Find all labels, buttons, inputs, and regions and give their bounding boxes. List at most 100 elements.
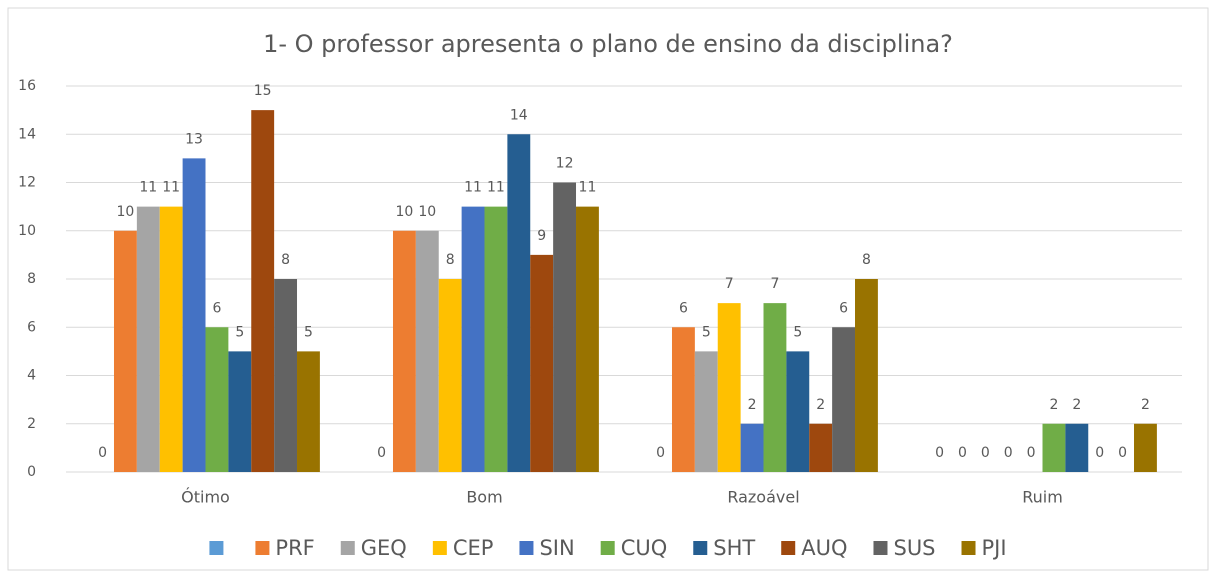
legend-swatch bbox=[961, 541, 976, 555]
bar bbox=[530, 254, 554, 472]
bar bbox=[855, 279, 878, 472]
data-label: 12 bbox=[556, 156, 574, 172]
data-label: 5 bbox=[702, 324, 711, 340]
bar bbox=[438, 279, 462, 472]
bar bbox=[205, 327, 229, 472]
legend-label: CUQ bbox=[621, 536, 668, 560]
data-label: 11 bbox=[162, 180, 180, 196]
legend-swatch bbox=[873, 541, 888, 555]
y-tick-label: 6 bbox=[27, 319, 36, 335]
legend-swatch bbox=[600, 541, 615, 555]
data-label: 2 bbox=[748, 397, 757, 413]
data-label: 6 bbox=[212, 300, 221, 316]
y-tick-label: 12 bbox=[18, 175, 36, 191]
bar bbox=[136, 206, 160, 472]
data-label: 5 bbox=[235, 324, 244, 340]
y-tick-label: 2 bbox=[27, 416, 36, 432]
bar bbox=[113, 230, 137, 472]
bar bbox=[228, 351, 252, 472]
legend-swatch bbox=[255, 541, 270, 555]
bar bbox=[461, 206, 485, 472]
legend-label: AUQ bbox=[801, 536, 847, 560]
y-tick-label: 16 bbox=[18, 78, 36, 94]
legend-label: PJI bbox=[982, 536, 1007, 560]
bar bbox=[251, 110, 275, 472]
data-label: 0 bbox=[935, 445, 944, 461]
data-label: 10 bbox=[396, 204, 414, 220]
data-label: 0 bbox=[656, 445, 665, 461]
bar bbox=[809, 423, 833, 472]
chart-title: 1- O professor apresenta o plano de ensi… bbox=[263, 30, 953, 58]
bar bbox=[415, 230, 439, 472]
legend-swatch bbox=[209, 541, 224, 555]
y-tick-label: 10 bbox=[18, 223, 36, 239]
bar bbox=[392, 230, 416, 472]
legend-swatch bbox=[781, 541, 796, 555]
legend-label: PRF bbox=[275, 536, 314, 560]
data-label: 0 bbox=[1095, 445, 1104, 461]
data-label: 11 bbox=[139, 180, 157, 196]
data-label: 10 bbox=[418, 204, 436, 220]
legend-label: GEQ bbox=[361, 536, 407, 560]
data-label: 9 bbox=[537, 228, 546, 244]
bar bbox=[484, 206, 508, 472]
data-label: 0 bbox=[98, 445, 107, 461]
y-tick-label: 14 bbox=[18, 126, 36, 142]
bar bbox=[717, 303, 741, 472]
bar bbox=[740, 423, 764, 472]
bar bbox=[507, 134, 531, 472]
bar bbox=[694, 351, 718, 472]
y-tick-label: 4 bbox=[27, 368, 36, 384]
x-tick-label: Razoável bbox=[727, 488, 799, 507]
x-tick-label: Bom bbox=[466, 488, 502, 507]
data-label: 8 bbox=[281, 252, 290, 268]
bar bbox=[1134, 423, 1157, 472]
data-label: 2 bbox=[1049, 397, 1058, 413]
data-label: 11 bbox=[579, 180, 597, 196]
data-label: 6 bbox=[839, 300, 848, 316]
x-tick-label: Ótimo bbox=[181, 488, 230, 507]
data-label: 0 bbox=[377, 445, 386, 461]
data-label: 2 bbox=[1141, 397, 1150, 413]
data-label: 10 bbox=[117, 204, 135, 220]
data-label: 0 bbox=[958, 445, 967, 461]
legend-swatch bbox=[340, 541, 355, 555]
y-tick-label: 0 bbox=[27, 464, 36, 480]
bar bbox=[763, 303, 787, 472]
data-label: 0 bbox=[1004, 445, 1013, 461]
bar bbox=[1042, 423, 1066, 472]
bar bbox=[553, 182, 577, 472]
bar bbox=[182, 158, 206, 472]
data-label: 2 bbox=[816, 397, 825, 413]
data-label: 6 bbox=[679, 300, 688, 316]
data-label: 15 bbox=[254, 83, 272, 99]
data-label: 0 bbox=[1027, 445, 1036, 461]
legend-label: SIN bbox=[539, 536, 574, 560]
data-label: 0 bbox=[981, 445, 990, 461]
x-tick-label: Ruim bbox=[1022, 488, 1063, 507]
data-label: 8 bbox=[446, 252, 455, 268]
data-label: 5 bbox=[304, 324, 313, 340]
legend-swatch bbox=[693, 541, 708, 555]
bar bbox=[576, 206, 599, 472]
bar bbox=[159, 206, 183, 472]
legend-swatch bbox=[432, 541, 447, 555]
data-label: 0 bbox=[1118, 445, 1127, 461]
data-label: 8 bbox=[862, 252, 871, 268]
data-label: 5 bbox=[793, 324, 802, 340]
data-label: 14 bbox=[510, 107, 528, 123]
data-label: 2 bbox=[1072, 397, 1081, 413]
legend-label: SUS bbox=[893, 536, 935, 560]
data-label: 7 bbox=[725, 276, 734, 292]
legend-swatch bbox=[519, 541, 534, 555]
data-label: 7 bbox=[770, 276, 779, 292]
bar bbox=[297, 351, 320, 472]
data-label: 11 bbox=[464, 180, 482, 196]
y-tick-label: 8 bbox=[27, 271, 36, 287]
bar bbox=[832, 327, 856, 472]
bar bbox=[786, 351, 810, 472]
legend-label: SHT bbox=[713, 536, 755, 560]
bar bbox=[274, 279, 298, 472]
data-label: 13 bbox=[185, 131, 203, 147]
